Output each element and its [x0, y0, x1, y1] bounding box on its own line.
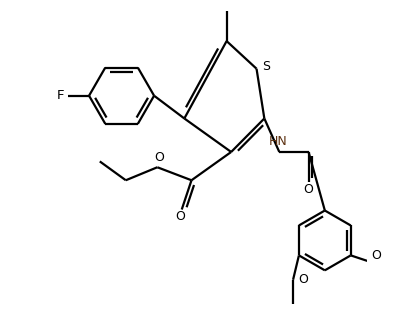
Text: F: F	[57, 89, 65, 102]
Text: HN: HN	[268, 135, 287, 148]
Text: O: O	[371, 249, 381, 262]
Text: O: O	[154, 151, 164, 164]
Text: O: O	[298, 273, 308, 286]
Text: S: S	[262, 60, 270, 72]
Text: O: O	[303, 183, 314, 195]
Text: O: O	[175, 210, 185, 223]
